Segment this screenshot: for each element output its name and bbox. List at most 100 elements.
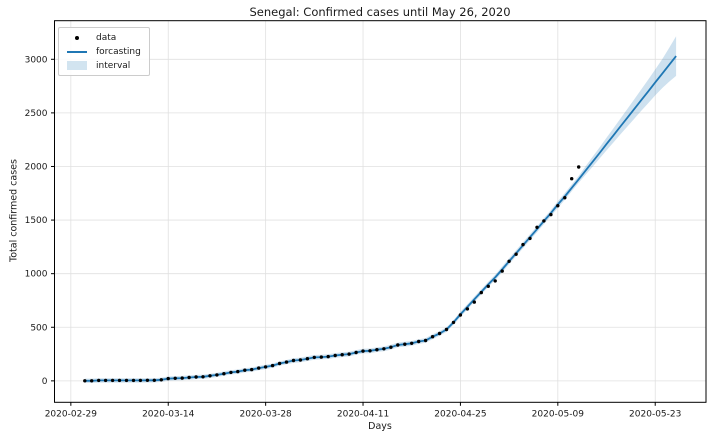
data-point <box>507 259 511 263</box>
data-point <box>472 300 476 304</box>
data-point <box>410 341 414 345</box>
forecast-line-icon <box>66 50 88 53</box>
data-point <box>124 378 129 383</box>
data-point <box>173 376 177 380</box>
forecast-line <box>84 55 677 382</box>
data-point <box>90 379 94 383</box>
y-axis-label: Total confirmed cases <box>8 159 20 262</box>
data-point <box>326 354 330 359</box>
x-tick-label: 2020-02-29 <box>45 409 98 419</box>
legend-item-interval: interval <box>66 60 141 71</box>
legend-label: forcasting <box>96 46 141 57</box>
data-point <box>277 361 282 366</box>
legend-item-forcasting: forcasting <box>66 46 141 57</box>
legend-label: data <box>96 32 117 43</box>
y-tick-label: 1500 <box>25 216 48 226</box>
y-tick-label: 500 <box>30 323 47 333</box>
x-tick-label: 2020-05-23 <box>629 409 681 419</box>
interval-patch-icon <box>66 61 88 70</box>
data-point <box>347 352 351 356</box>
x-tick-label: 2020-03-14 <box>142 409 195 419</box>
data-point <box>187 375 191 380</box>
data-point <box>298 358 303 362</box>
data-point <box>291 358 296 363</box>
data-point <box>354 350 358 355</box>
data-point <box>270 363 275 368</box>
legend: data forcasting interval <box>58 27 150 76</box>
data-point <box>117 378 122 383</box>
data-point <box>263 365 268 369</box>
data-point <box>542 219 546 223</box>
data-point <box>528 236 532 241</box>
data-point <box>458 313 463 317</box>
data-point <box>451 320 456 325</box>
data-point <box>103 378 108 383</box>
data-point <box>284 360 289 364</box>
x-tick-label: 2020-05-09 <box>532 409 585 419</box>
data-point <box>312 355 316 360</box>
data-point <box>110 378 115 383</box>
data-point <box>305 357 310 361</box>
data-point <box>382 347 386 351</box>
data-point <box>208 374 212 378</box>
chart-title: Senegal: Confirmed cases until May 26, 2… <box>249 5 511 19</box>
data-point <box>229 370 233 375</box>
data-point <box>389 345 393 349</box>
data-point <box>236 369 240 374</box>
data-point <box>215 373 219 377</box>
data-point <box>577 165 581 169</box>
data-point <box>549 212 553 217</box>
data-point <box>131 378 136 383</box>
data-point <box>444 327 449 332</box>
ticks <box>51 58 656 406</box>
y-tick-label: 1000 <box>25 270 48 280</box>
data-point <box>368 349 372 353</box>
data-point <box>166 376 170 381</box>
data-point <box>97 378 101 383</box>
data-point <box>486 284 490 288</box>
data-point <box>333 353 337 358</box>
data-point <box>417 339 421 344</box>
data-point <box>521 242 525 247</box>
data-point <box>423 338 428 343</box>
data-point <box>152 378 156 382</box>
gridlines <box>54 20 706 403</box>
data-point <box>465 307 470 311</box>
tick-labels: 2020-02-29 2020-03-14 2020-03-28 2020-04-11… <box>25 55 682 419</box>
x-tick-label: 2020-04-25 <box>434 409 486 419</box>
data-point <box>535 225 539 229</box>
y-tick-label: 0 <box>42 377 48 387</box>
data-dot-icon <box>66 35 88 40</box>
data-points <box>83 165 581 383</box>
data-point <box>430 335 435 339</box>
data-point <box>361 349 365 353</box>
data-point <box>145 378 150 382</box>
data-point <box>396 343 400 347</box>
data-point <box>180 376 184 380</box>
legend-label: interval <box>96 60 131 71</box>
data-point <box>250 367 254 372</box>
data-point <box>375 348 379 352</box>
data-point <box>319 355 323 359</box>
y-tick-label: 3000 <box>25 55 48 65</box>
axes-spines <box>54 20 707 403</box>
data-point <box>493 279 497 283</box>
data-point <box>138 378 143 383</box>
legend-item-data: data <box>66 32 141 43</box>
data-point <box>340 353 344 357</box>
data-point <box>201 375 205 379</box>
x-tick-label: 2020-03-28 <box>239 409 292 419</box>
data-point <box>403 342 407 346</box>
data-point <box>514 252 518 256</box>
y-tick-label: 2500 <box>25 109 48 119</box>
data-point <box>83 379 87 383</box>
data-point <box>556 204 560 208</box>
data-point <box>257 366 261 370</box>
data-point <box>222 372 226 376</box>
data-point <box>243 368 247 372</box>
data-point <box>159 378 163 382</box>
series-layer <box>83 36 677 383</box>
data-point <box>500 269 504 273</box>
